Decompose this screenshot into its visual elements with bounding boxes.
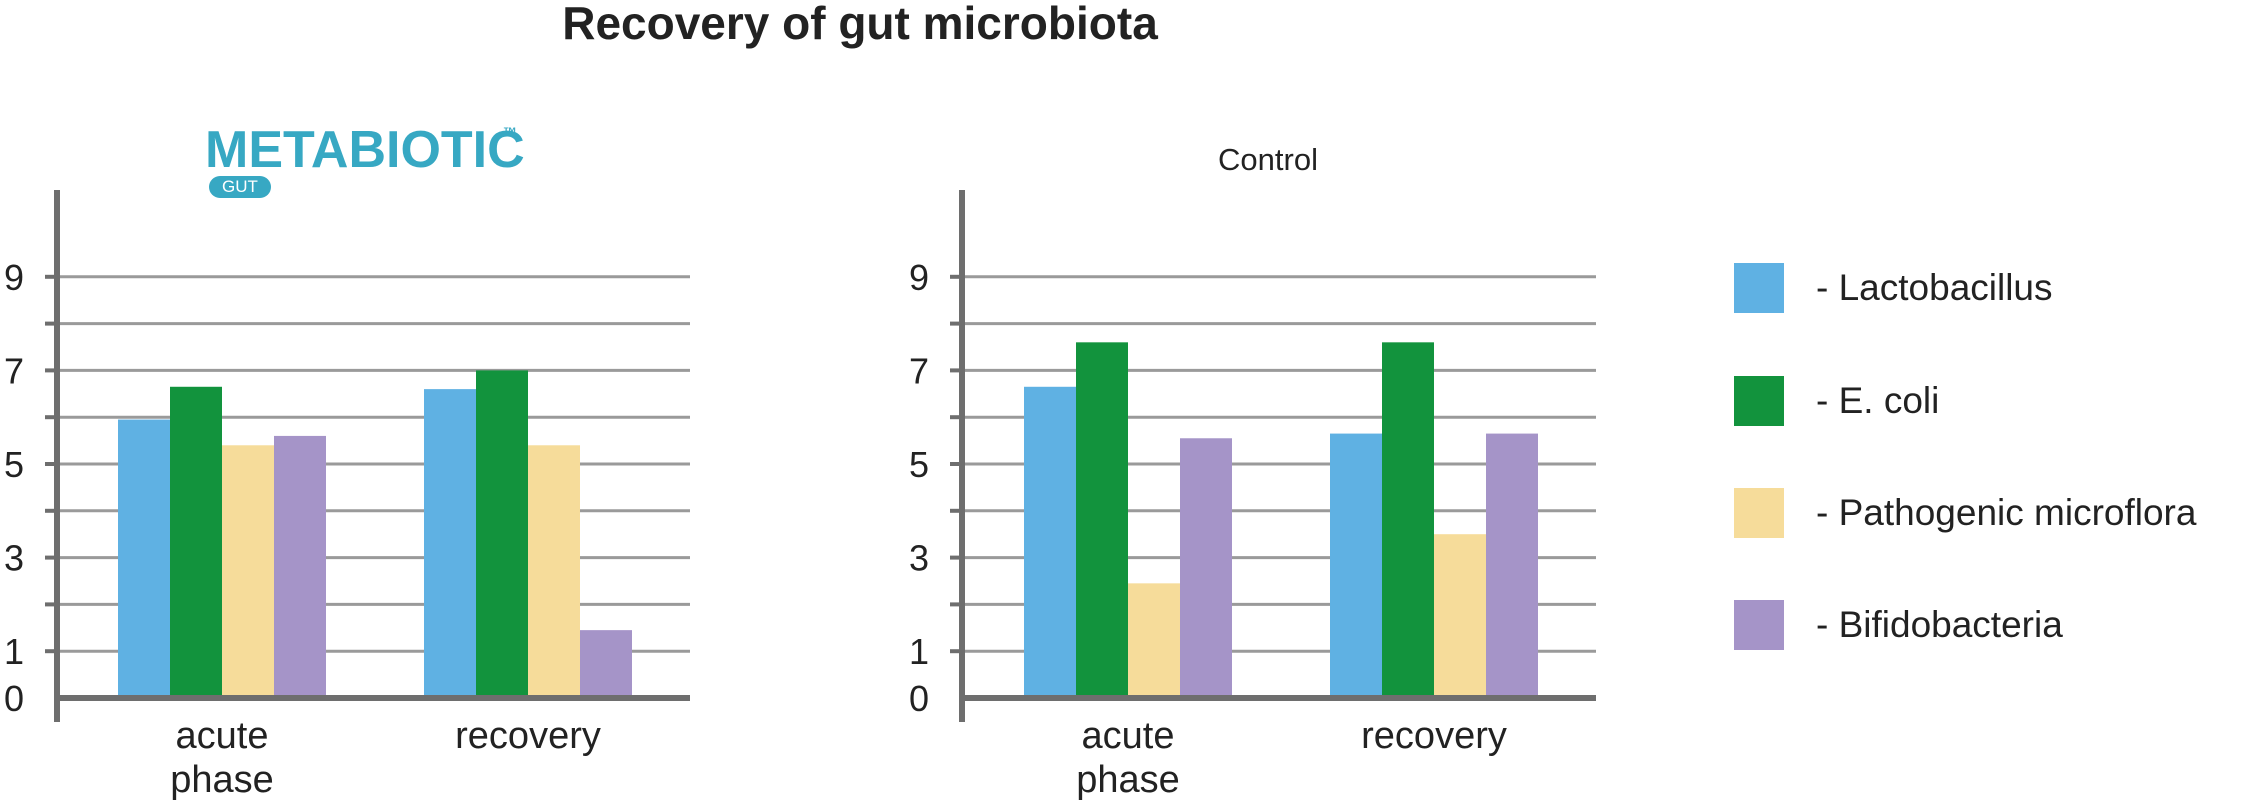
legend-item-pathogenic-microflora: - Pathogenic microflora bbox=[1734, 488, 2196, 538]
chart-2-title: Control bbox=[1218, 142, 1318, 177]
chart-1-bar-e-coli-1 bbox=[170, 386, 222, 698]
legend-label-lactobacillus: - Lactobacillus bbox=[1816, 267, 2053, 308]
chart-2-y-tick-label: 5 bbox=[909, 444, 929, 485]
chart-2-bar-e-coli-2 bbox=[1382, 342, 1434, 698]
chart-2-bar-lactobacillus-2 bbox=[1330, 433, 1382, 698]
chart-1-bar-pathogenic-microflora-1 bbox=[222, 445, 274, 698]
legend-item-e-coli: - E. coli bbox=[1734, 376, 1939, 426]
chart-1-y-tick-label: 3 bbox=[4, 538, 24, 579]
legend-item-lactobacillus: - Lactobacillus bbox=[1734, 263, 2053, 313]
chart-2-category-label: recovery bbox=[1361, 715, 1507, 757]
chart-1-category-label: phase bbox=[170, 759, 274, 801]
chart-2-bar-bifidobacteria-2 bbox=[1486, 433, 1538, 698]
chart-2-y-tick-label: 9 bbox=[909, 257, 929, 298]
chart-1-category-label: acute bbox=[176, 715, 269, 757]
chart-2-y-tick-label: 0 bbox=[909, 678, 929, 719]
chart-2-bar-lactobacillus-1 bbox=[1024, 386, 1076, 698]
legend-item-bifidobacteria: - Bifidobacteria bbox=[1734, 600, 2063, 650]
chart-2-bar-e-coli-1 bbox=[1076, 342, 1128, 698]
chart-2-bar-pathogenic-microflora-1 bbox=[1128, 583, 1180, 698]
legend-swatch-lactobacillus bbox=[1734, 263, 1784, 313]
chart-2-category-label: phase bbox=[1076, 759, 1180, 801]
chart-1-bar-bifidobacteria-2 bbox=[580, 630, 632, 698]
chart-1-bar-lactobacillus-1 bbox=[118, 419, 170, 698]
legend-swatch-pathogenic-microflora bbox=[1734, 488, 1784, 538]
chart-1-category-label: recovery bbox=[455, 715, 601, 757]
chart-2-category-label: acute bbox=[1082, 715, 1175, 757]
chart-1-bar-lactobacillus-2 bbox=[424, 389, 476, 698]
chart-1-bar-pathogenic-microflora-2 bbox=[528, 445, 580, 698]
chart-2-bar-pathogenic-microflora-2 bbox=[1434, 534, 1486, 698]
logo-sub-badge: GUT bbox=[209, 176, 271, 198]
logo-text: METABIOTIC bbox=[205, 121, 525, 179]
chart-1-y-tick-label: 1 bbox=[4, 631, 24, 672]
legend-label-pathogenic-microflora: - Pathogenic microflora bbox=[1816, 492, 2197, 533]
chart-1-y-tick-label: 7 bbox=[4, 350, 24, 391]
legend-label-e-coli: - E. coli bbox=[1816, 380, 1940, 421]
chart-2-y-tick-label: 3 bbox=[909, 538, 929, 579]
chart-1-bar-e-coli-2 bbox=[476, 370, 528, 698]
legend-label-bifidobacteria: - Bifidobacteria bbox=[1816, 604, 2063, 645]
chart-1-y-tick-label: 0 bbox=[4, 678, 24, 719]
chart-2-y-tick-label: 1 bbox=[909, 631, 929, 672]
chart-2-bar-bifidobacteria-1 bbox=[1180, 438, 1232, 698]
metabiotic-logo: METABIOTIC ™ GUT bbox=[205, 120, 545, 210]
logo-trademark: ™ bbox=[503, 124, 517, 140]
legend-swatch-e-coli bbox=[1734, 376, 1784, 426]
chart-1-y-tick-label: 9 bbox=[4, 257, 24, 298]
chart-title: Recovery of gut microbiota bbox=[562, 0, 1158, 49]
chart-2-y-tick-label: 7 bbox=[909, 350, 929, 391]
legend-swatch-bifidobacteria bbox=[1734, 600, 1784, 650]
chart-1-bar-bifidobacteria-1 bbox=[274, 435, 326, 698]
chart-1-y-tick-label: 5 bbox=[4, 444, 24, 485]
